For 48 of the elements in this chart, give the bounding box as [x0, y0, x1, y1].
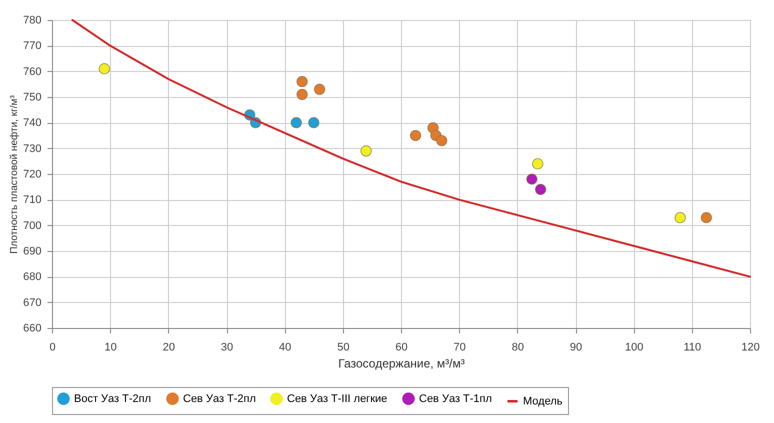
point [436, 135, 448, 146]
legend-label: Сев Уаз Т-III легкие [287, 392, 388, 405]
y-tick-label: 670 [23, 296, 42, 309]
point [700, 212, 712, 224]
x-tick-label: 60 [395, 342, 408, 354]
point [532, 158, 544, 170]
y-tick-label: 710 [23, 194, 42, 206]
point [410, 130, 422, 142]
x-tick-label: 100 [624, 342, 644, 354]
legend-label: Вост Уаз Т-2пл [74, 392, 152, 405]
x-tick-label: 90 [570, 342, 582, 354]
x-axis-title: Газосодержание, м³/м³ [338, 356, 465, 370]
x-tick-label: 40 [279, 342, 292, 354]
point [360, 145, 372, 156]
point [308, 117, 320, 128]
y-tick-label: 680 [23, 271, 42, 284]
x-tick-label: 10 [104, 342, 117, 354]
y-tick-label: 700 [23, 220, 42, 232]
point [296, 76, 308, 88]
point [674, 212, 686, 224]
line-series [71, 19, 751, 278]
legend-label: Сев Уаз Т-2пл [183, 392, 256, 405]
y-axis-title: Плотность пластовой нефти, кг/м³ [9, 94, 20, 254]
y-tick-label: 730 [23, 142, 42, 155]
point [98, 63, 110, 74]
point [535, 184, 546, 195]
x-tick-label: 110 [684, 342, 702, 354]
legend-label: Сев Уаз Т-1пл [419, 392, 492, 405]
point [290, 117, 302, 128]
x-tick-label: 20 [162, 342, 175, 354]
point [314, 84, 326, 95]
y-tick-label: 720 [23, 168, 42, 180]
x-tick-label: 120 [741, 342, 760, 354]
y-tick-label: 740 [23, 117, 42, 130]
y-tick-label: 760 [23, 66, 42, 78]
x-tick-label: 30 [220, 342, 234, 354]
x-tick-label: 70 [454, 342, 466, 354]
legend-label: Модель [523, 395, 563, 408]
x-tick-label: 80 [512, 342, 524, 354]
x-tick-label: 0 [49, 342, 56, 354]
point [526, 174, 538, 185]
y-tick-label: 770 [23, 40, 42, 52]
y-tick-label: 660 [23, 322, 42, 334]
point [296, 88, 308, 100]
y-tick-label: 690 [23, 246, 42, 258]
y-tick-label: 780 [23, 14, 42, 26]
x-tick-label: 50 [337, 342, 350, 354]
y-tick-label: 750 [23, 92, 42, 104]
